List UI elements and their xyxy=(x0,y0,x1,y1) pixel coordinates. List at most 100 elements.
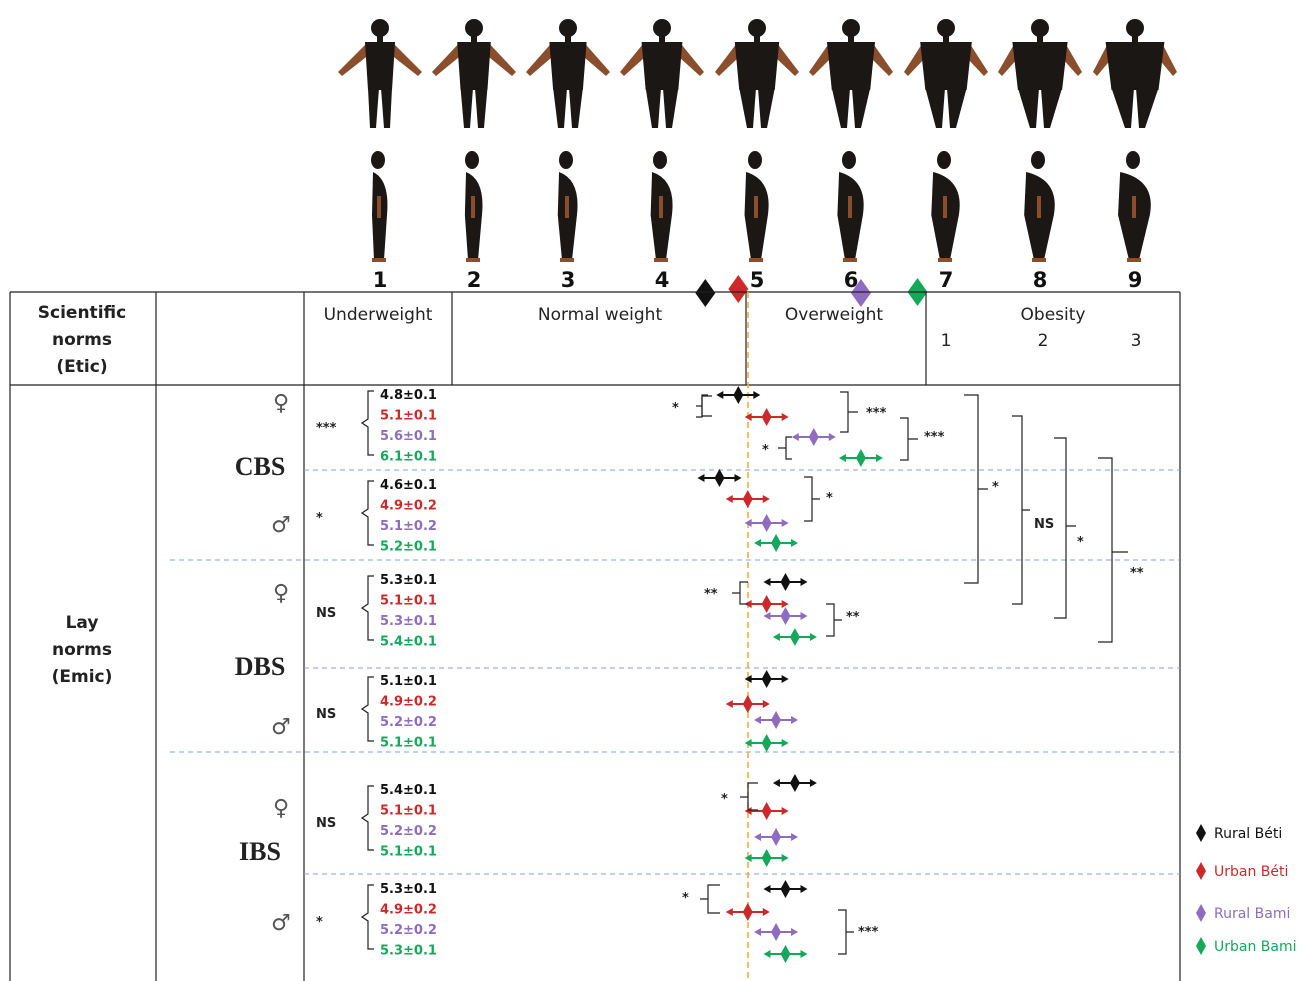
group-label-cbs: CBS xyxy=(235,452,286,481)
sig-group-cbs: * xyxy=(992,480,999,495)
overall-significance: * xyxy=(316,915,323,930)
sig-cbs-m: * xyxy=(826,491,833,506)
scientific-marker-urban-b-ti xyxy=(728,275,749,303)
legend-diamond xyxy=(1196,937,1206,955)
front-figure-6 xyxy=(809,19,893,128)
side-figure-6 xyxy=(837,151,864,262)
front-figure-3 xyxy=(526,19,610,128)
male-symbol: ♂ xyxy=(271,513,291,538)
legend-diamond xyxy=(1196,904,1206,922)
overall-significance: NS xyxy=(316,606,336,621)
scientific-marker-rural-bami xyxy=(850,279,871,307)
overall-significance: NS xyxy=(316,816,336,831)
group-label-ibs: IBS xyxy=(239,837,281,866)
figure-number-8: 8 xyxy=(1033,268,1048,292)
value-label: 5.3±0.1 xyxy=(380,573,437,588)
legend: Rural Béti Urban Béti Rural Bami Urban Bami xyxy=(1196,824,1297,955)
side-figure-7 xyxy=(931,151,960,262)
value-label: 4.9±0.2 xyxy=(380,695,437,710)
figure-number-7: 7 xyxy=(939,268,954,292)
figure-numbers: 1 2 3 4 5 6 7 8 9 xyxy=(373,268,1143,292)
sig-ibs-m-bami: *** xyxy=(858,925,879,940)
category-obesity: Obesity xyxy=(1021,305,1086,325)
female-symbol: ♀ xyxy=(273,581,289,606)
value-label: 4.6±0.1 xyxy=(380,478,437,493)
mean-diamond xyxy=(742,695,753,713)
mean-diamond xyxy=(789,774,800,792)
values-bracket xyxy=(360,480,374,546)
figure-number-4: 4 xyxy=(655,268,670,292)
value-label: 5.1±0.1 xyxy=(380,409,437,424)
category-underweight: Underweight xyxy=(324,305,433,325)
front-figure-5 xyxy=(715,19,799,128)
mean-diamond xyxy=(771,711,782,729)
pair-brackets: * *** * *** * ** ** * * *** xyxy=(672,391,945,955)
value-label: 5.3±0.1 xyxy=(380,882,437,897)
obesity-class-2: 2 xyxy=(1038,331,1049,351)
value-label: 4.9±0.2 xyxy=(380,903,437,918)
table-grid xyxy=(9,291,1181,981)
figure-number-6: 6 xyxy=(844,268,859,292)
category-normal-weight: Normal weight xyxy=(538,305,663,325)
legend-diamond xyxy=(1196,824,1206,842)
sig-group-ns: NS xyxy=(1034,517,1054,532)
overall-significance: NS xyxy=(316,707,336,722)
values-bracket xyxy=(360,390,374,456)
category-overweight: Overweight xyxy=(785,305,884,325)
block-6: ♂ * 5.3±0.1 4.9±0.2 5.2±0.2 5.3±0.1 xyxy=(271,880,808,963)
block-3: DBS ♀ NS 5.3±0.1 5.1±0.1 5.3±0.1 5.4±0.1 xyxy=(235,573,817,681)
value-label: 4.9±0.2 xyxy=(380,499,437,514)
female-symbol: ♀ xyxy=(273,391,289,416)
group-label-dbs: DBS xyxy=(235,652,286,681)
side-figure-2 xyxy=(464,151,483,262)
mean-diamond xyxy=(742,903,753,921)
female-symbol: ♀ xyxy=(273,796,289,821)
value-label: 5.2±0.1 xyxy=(380,540,437,555)
lay-norms-line2: norms xyxy=(52,640,112,660)
side-silhouettes xyxy=(371,151,1151,262)
front-figure-2 xyxy=(432,19,516,128)
figure-number-2: 2 xyxy=(467,268,482,292)
legend-label: Rural Béti xyxy=(1214,826,1282,842)
mean-diamond xyxy=(780,880,791,898)
values-bracket xyxy=(360,785,374,851)
sig-cbs-f-rb-rbami: *** xyxy=(866,406,887,421)
mean-diamond xyxy=(742,490,753,508)
front-figure-1 xyxy=(338,19,422,128)
mean-diamond xyxy=(761,734,772,752)
side-figure-3 xyxy=(557,151,578,262)
figure-number-9: 9 xyxy=(1128,268,1143,292)
block-1: CBS ♀ *** 4.8±0.1 5.1±0.1 5.6±0.1 6.1±0.1 xyxy=(235,386,883,481)
legend-label: Urban Bami xyxy=(1214,939,1297,955)
sig-group-dbs: * xyxy=(1077,535,1084,550)
mean-diamond xyxy=(761,408,772,426)
front-figure-7 xyxy=(904,19,988,128)
mean-diamond xyxy=(771,534,782,552)
lay-norms-line3: (Emic) xyxy=(52,667,113,687)
side-figure-5 xyxy=(744,151,769,262)
mean-diamond xyxy=(789,628,800,646)
value-label: 5.1±0.1 xyxy=(380,594,437,609)
front-figure-9 xyxy=(1093,19,1177,128)
mean-diamond xyxy=(855,449,866,467)
value-label: 5.6±0.1 xyxy=(380,429,437,444)
mean-diamond xyxy=(761,595,772,613)
value-label: 5.1±0.1 xyxy=(380,736,437,751)
value-label: 5.2±0.2 xyxy=(380,715,437,730)
male-symbol: ♂ xyxy=(271,715,291,740)
male-symbol: ♂ xyxy=(271,911,291,936)
overall-significance: *** xyxy=(316,421,337,436)
value-label: 5.4±0.1 xyxy=(380,635,437,650)
sig-cbs-f-bami: * xyxy=(762,443,769,458)
values-bracket xyxy=(360,884,374,950)
value-label: 5.3±0.1 xyxy=(380,614,437,629)
scientific-marker-rural-b-ti xyxy=(695,279,716,307)
mean-diamond xyxy=(780,573,791,591)
value-label: 4.8±0.1 xyxy=(380,388,437,403)
scientific-norms-line1: Scientific xyxy=(38,303,126,323)
value-label: 5.2±0.2 xyxy=(380,824,437,839)
mean-diamond xyxy=(714,469,725,487)
scientific-markers xyxy=(695,275,928,307)
obesity-class-1: 1 xyxy=(941,331,952,351)
side-figure-8 xyxy=(1024,151,1055,262)
